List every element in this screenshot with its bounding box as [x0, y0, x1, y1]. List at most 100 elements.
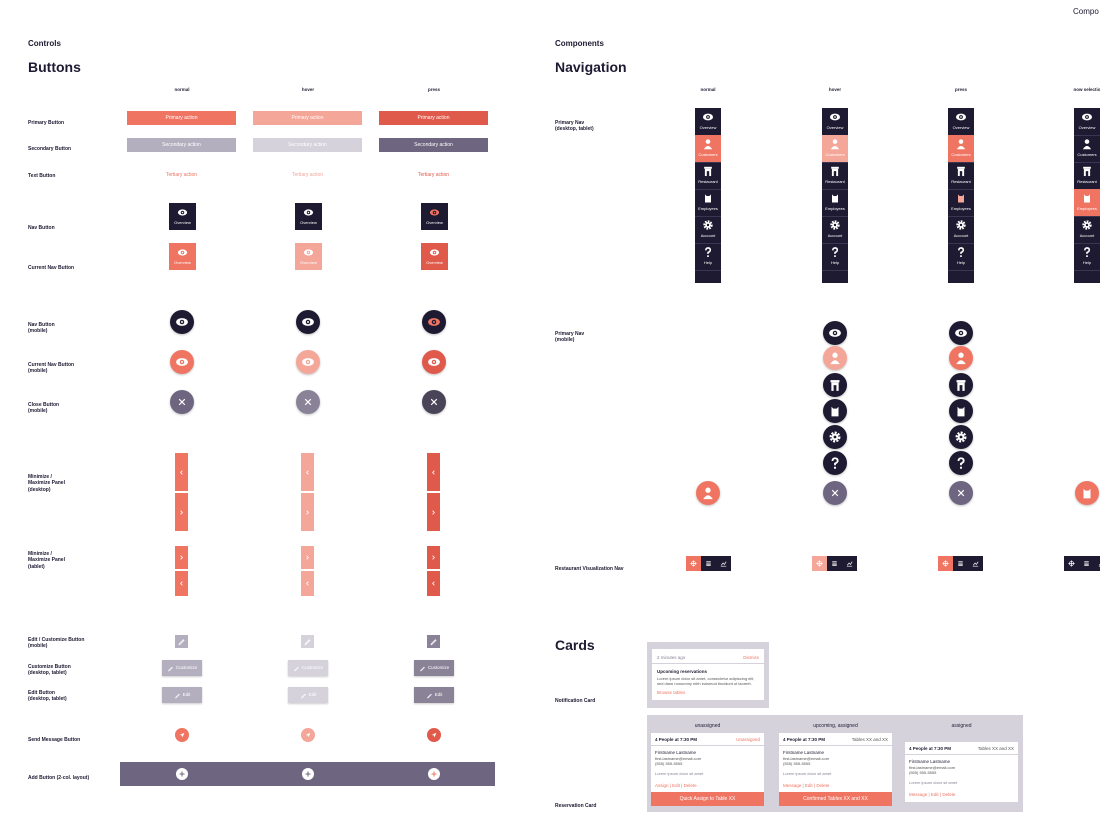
secondary-button[interactable]: Secondary action	[379, 138, 488, 152]
icon-shape	[1083, 168, 1091, 172]
nav-button-mobile[interactable]	[823, 399, 847, 423]
nav-item[interactable]: Employees	[1074, 189, 1100, 217]
viz-nav-button[interactable]	[842, 556, 857, 571]
icon-shape	[179, 732, 185, 738]
nav-item[interactable]: Restaurant	[948, 162, 974, 190]
customize-button: Customize	[288, 660, 328, 676]
text-button[interactable]: Tertiary action	[417, 172, 450, 178]
viz-nav-button[interactable]	[686, 556, 701, 571]
viz-nav-button[interactable]	[701, 556, 716, 571]
icon-shape	[958, 352, 964, 358]
primary-button[interactable]: Primary action	[253, 111, 362, 125]
nav-item[interactable]: Overview	[1074, 108, 1100, 136]
nav-button-mobile[interactable]	[949, 425, 973, 449]
nav-button-mobile[interactable]	[949, 451, 973, 475]
text-button[interactable]: Tertiary action	[291, 172, 324, 178]
icon	[1068, 560, 1075, 567]
nav-item[interactable]: Restaurant	[1074, 162, 1100, 190]
close-icon	[301, 395, 315, 409]
nav-item[interactable]: Employees	[822, 189, 848, 217]
nav-button-mobile[interactable]	[823, 481, 847, 505]
icon	[431, 771, 437, 777]
icon	[180, 509, 183, 515]
nav-item[interactable]: Account	[695, 216, 721, 244]
button-text: Secondary action	[414, 141, 453, 148]
viz-nav-button[interactable]	[1079, 556, 1094, 571]
nav-button-text: Overview	[174, 220, 191, 225]
building-icon	[828, 378, 842, 392]
viz-nav-button[interactable]	[968, 556, 983, 571]
icon-shape	[834, 255, 836, 258]
card-divider	[905, 754, 1018, 755]
icon-shape	[1084, 194, 1090, 203]
nav-item[interactable]: Restaurant	[695, 162, 721, 190]
nav-item[interactable]: Customers	[1074, 135, 1100, 163]
viz-nav-button[interactable]	[827, 556, 842, 571]
nav-item[interactable]: Employees	[695, 189, 721, 217]
nav-item-text: Employees	[825, 206, 845, 211]
nav-button-mobile[interactable]	[949, 481, 973, 505]
icon	[305, 771, 311, 777]
card-button[interactable]: Quick Assign to Table XX	[651, 792, 764, 806]
icon-shape	[704, 166, 712, 169]
nav-button-mobile[interactable]	[949, 399, 973, 423]
nav-button-mobile[interactable]	[1075, 481, 1099, 505]
row-label: Customize Button (desktop, tablet)	[28, 664, 71, 677]
viz-nav-button[interactable]	[938, 556, 953, 571]
nav-item[interactable]: Account	[822, 216, 848, 244]
icon	[832, 194, 838, 203]
nav-button-mobile[interactable]	[823, 373, 847, 397]
icon	[1082, 220, 1092, 230]
nav-button-mobile[interactable]	[696, 481, 720, 505]
icon	[703, 487, 713, 500]
viz-nav-button[interactable]	[716, 556, 731, 571]
icon-shape	[960, 332, 962, 334]
state-header: now selectio	[1073, 87, 1100, 92]
nav-item[interactable]: Customers	[822, 135, 848, 163]
card-button[interactable]: Confirmed Tables XX and XX	[779, 792, 892, 806]
nav-button-mobile[interactable]	[823, 321, 847, 345]
nav-item[interactable]: Account	[1074, 216, 1100, 244]
viz-nav-button[interactable]	[812, 556, 827, 571]
nav-button-mobile[interactable]	[949, 321, 973, 345]
left-icon	[429, 579, 438, 588]
nav-button-mobile[interactable]	[823, 346, 847, 370]
icon-shape	[1068, 560, 1075, 567]
nav-item[interactable]: Overview	[948, 108, 974, 136]
nav-item[interactable]: Restaurant	[822, 162, 848, 190]
secondary-button[interactable]: Secondary action	[127, 138, 236, 152]
primary-button[interactable]: Primary action	[379, 111, 488, 125]
icon-shape	[1088, 171, 1091, 177]
icon-shape	[957, 457, 965, 466]
nav-button-mobile[interactable]	[823, 425, 847, 449]
nav-item[interactable]: Employees	[948, 189, 974, 217]
add-button	[176, 768, 188, 780]
nav-button-mobile[interactable]	[949, 346, 973, 370]
text-button[interactable]: Tertiary action	[165, 172, 198, 178]
nav-button-mobile[interactable]	[823, 451, 847, 475]
nav-item[interactable]: Help	[822, 243, 848, 271]
icon-shape	[181, 361, 183, 363]
nav-item[interactable]: Customers	[948, 135, 974, 163]
primary-button[interactable]: Primary action	[127, 111, 236, 125]
secondary-button[interactable]: Secondary action	[253, 138, 362, 152]
icon-shape	[832, 561, 837, 566]
nav-item[interactable]: Customers	[695, 135, 721, 163]
icon	[1084, 561, 1089, 566]
add-bar	[120, 762, 495, 786]
viz-nav-button[interactable]	[1064, 556, 1079, 571]
nav-button-text: Overview	[300, 260, 317, 265]
viz-nav-button[interactable]	[953, 556, 968, 571]
nav-item[interactable]: Overview	[822, 108, 848, 136]
nav-item[interactable]: Help	[1074, 243, 1100, 271]
nav-item[interactable]: Help	[695, 243, 721, 271]
nav-item[interactable]: Overview	[695, 108, 721, 136]
nav-item[interactable]: Help	[948, 243, 974, 271]
nav-item[interactable]: Account	[948, 216, 974, 244]
nav-item-text: Help	[956, 260, 966, 265]
panel-toggle	[175, 453, 188, 491]
nav-button-mobile[interactable]	[949, 373, 973, 397]
pencil-icon	[426, 692, 433, 699]
viz-nav-button[interactable]	[1094, 556, 1100, 571]
